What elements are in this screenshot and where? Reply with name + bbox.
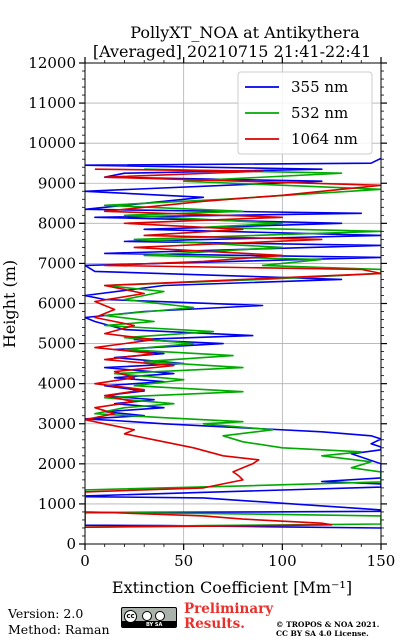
- x-tick-label: 0: [80, 552, 90, 570]
- x-tick-label: 50: [174, 552, 193, 570]
- x-tick-label: 150: [367, 552, 396, 570]
- method-text: Method: Raman: [8, 622, 110, 637]
- y-tick-label: 5000: [38, 335, 76, 353]
- extinction-profile-chart: PollyXT_NOA at Antikythera [Averaged] 20…: [0, 23, 395, 597]
- series-line-3: [85, 168, 381, 528]
- y-tick-label: 8000: [38, 214, 76, 232]
- chart-subtitle: [Averaged] 20210715 21:41-22:41: [93, 42, 371, 61]
- preliminary-line-2: Results.: [184, 616, 245, 632]
- preliminary-line-1: Preliminary: [184, 601, 274, 617]
- share-alike-icon: [155, 611, 165, 621]
- cc-badge-bar: [122, 621, 176, 627]
- attribution-icon: [142, 611, 152, 621]
- version-text: Version: 2.0: [8, 606, 84, 621]
- x-axis-label: Extinction Coefficient [Mm⁻¹]: [112, 578, 352, 597]
- legend-label: 1064 nm: [291, 130, 358, 148]
- series-lines: [85, 157, 381, 529]
- series-line-2: [85, 168, 381, 528]
- footer-info: Version: 2.0 Method: Raman: [8, 606, 110, 638]
- y-tick-label: 7000: [38, 254, 76, 272]
- legend-label: 532 nm: [291, 104, 348, 122]
- copyright-notice: © TROPOS & NOA 2021. CC BY SA 4.0 Licens…: [276, 620, 379, 638]
- axis-ticks: 0 50 100 150 0 1000 2000 3000 4000 5000 6000 7000 80…: [28, 54, 395, 570]
- cc-license-badge: cc BY SA: [121, 607, 177, 628]
- legend-box: [237, 71, 373, 155]
- x-tick-label: 100: [268, 552, 297, 570]
- y-tick-label: 1000: [38, 495, 76, 513]
- copyright-line-2: CC BY SA 4.0 License.: [276, 629, 369, 638]
- y-tick-label: 0: [66, 535, 76, 553]
- legend-label: 355 nm: [291, 78, 348, 96]
- y-tick-label: 11000: [28, 94, 76, 112]
- cc-icon: cc: [124, 610, 137, 623]
- y-axis-label: Height (m): [0, 260, 19, 348]
- preliminary-notice: Preliminary Results.: [184, 602, 273, 632]
- y-tick-label: 9000: [38, 174, 76, 192]
- legend: 355 nm 532 nm 1064 nm: [237, 71, 373, 155]
- y-tick-label: 6000: [38, 295, 76, 313]
- chart-title: PollyXT_NOA at Antikythera: [130, 23, 360, 42]
- copyright-line-1: © TROPOS & NOA 2021.: [276, 620, 380, 629]
- series-line-1: [85, 157, 381, 529]
- y-tick-label: 12000: [28, 54, 76, 72]
- y-tick-label: 3000: [38, 415, 76, 433]
- y-tick-label: 2000: [38, 455, 76, 473]
- y-tick-label: 10000: [28, 134, 76, 152]
- cc-badge-text: BY SA: [146, 622, 163, 628]
- y-tick-label: 4000: [38, 375, 76, 393]
